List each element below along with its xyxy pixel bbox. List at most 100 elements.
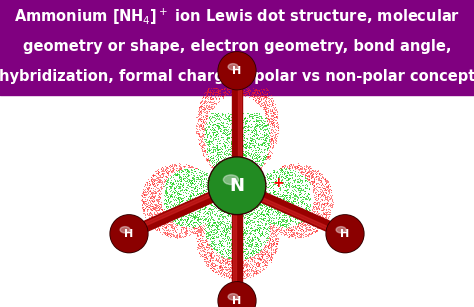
Point: [205, 222, 213, 227]
Point: [313, 221, 320, 226]
Point: [275, 219, 283, 223]
Point: [323, 196, 330, 201]
Point: [226, 228, 233, 233]
Point: [216, 216, 223, 221]
Point: [215, 205, 222, 210]
Point: [261, 216, 269, 220]
Point: [270, 168, 278, 173]
Point: [189, 215, 197, 220]
Point: [187, 183, 194, 188]
Point: [260, 127, 268, 132]
Point: [287, 194, 294, 199]
Point: [196, 224, 203, 229]
Point: [230, 217, 238, 222]
Point: [266, 189, 274, 194]
Point: [160, 218, 168, 223]
Point: [191, 180, 199, 185]
Point: [224, 259, 232, 264]
Point: [259, 224, 266, 229]
Point: [235, 133, 242, 138]
Point: [272, 173, 280, 177]
Point: [226, 248, 234, 253]
Point: [238, 256, 246, 261]
Point: [300, 194, 308, 199]
Point: [288, 207, 296, 212]
Point: [272, 235, 280, 240]
Point: [183, 216, 191, 221]
Point: [288, 200, 295, 205]
Point: [270, 138, 277, 143]
Point: [162, 198, 170, 203]
Point: [151, 172, 158, 177]
Point: [318, 201, 325, 206]
Point: [193, 114, 201, 119]
Point: [199, 146, 206, 151]
Point: [288, 166, 296, 171]
Point: [241, 116, 249, 121]
Point: [304, 211, 312, 216]
Point: [295, 232, 302, 237]
Point: [328, 197, 335, 202]
Point: [250, 256, 257, 261]
Point: [152, 205, 160, 210]
Point: [299, 222, 306, 227]
Point: [284, 177, 292, 181]
Point: [228, 165, 235, 170]
Point: [210, 222, 218, 227]
Point: [238, 209, 246, 214]
Point: [216, 140, 223, 145]
Point: [195, 236, 203, 241]
Point: [174, 215, 182, 220]
Point: [222, 228, 229, 233]
Point: [189, 220, 197, 225]
Point: [322, 188, 329, 193]
Point: [255, 120, 262, 125]
Point: [269, 227, 277, 232]
Point: [278, 167, 285, 172]
Point: [296, 189, 303, 194]
Point: [268, 109, 276, 114]
Point: [213, 145, 221, 150]
Point: [240, 124, 248, 129]
Point: [188, 165, 196, 169]
Point: [217, 165, 225, 170]
Point: [182, 168, 189, 173]
Point: [273, 204, 281, 208]
Point: [297, 186, 304, 191]
Point: [243, 172, 251, 177]
Point: [177, 174, 184, 179]
Point: [236, 122, 243, 127]
Point: [176, 203, 184, 208]
Point: [266, 111, 273, 116]
Point: [266, 237, 273, 242]
Point: [254, 238, 262, 243]
Point: [246, 145, 254, 150]
Point: [269, 103, 276, 107]
Point: [193, 131, 201, 136]
Point: [253, 204, 261, 209]
Point: [254, 89, 261, 94]
Point: [230, 212, 237, 216]
Point: [233, 144, 240, 149]
Point: [222, 133, 230, 138]
Point: [246, 261, 254, 266]
Point: [262, 115, 270, 120]
Point: [254, 203, 261, 208]
Point: [212, 221, 219, 226]
Point: [275, 177, 283, 182]
Point: [242, 173, 250, 177]
Point: [238, 157, 246, 161]
Point: [206, 206, 214, 211]
Point: [187, 219, 195, 224]
Point: [266, 144, 274, 149]
Point: [226, 87, 234, 92]
Point: [223, 272, 230, 277]
Point: [319, 183, 327, 188]
Point: [246, 172, 254, 177]
Point: [224, 114, 231, 119]
Point: [152, 169, 159, 174]
Point: [301, 202, 308, 207]
Point: [247, 201, 255, 206]
Point: [248, 158, 256, 163]
Point: [264, 196, 272, 201]
